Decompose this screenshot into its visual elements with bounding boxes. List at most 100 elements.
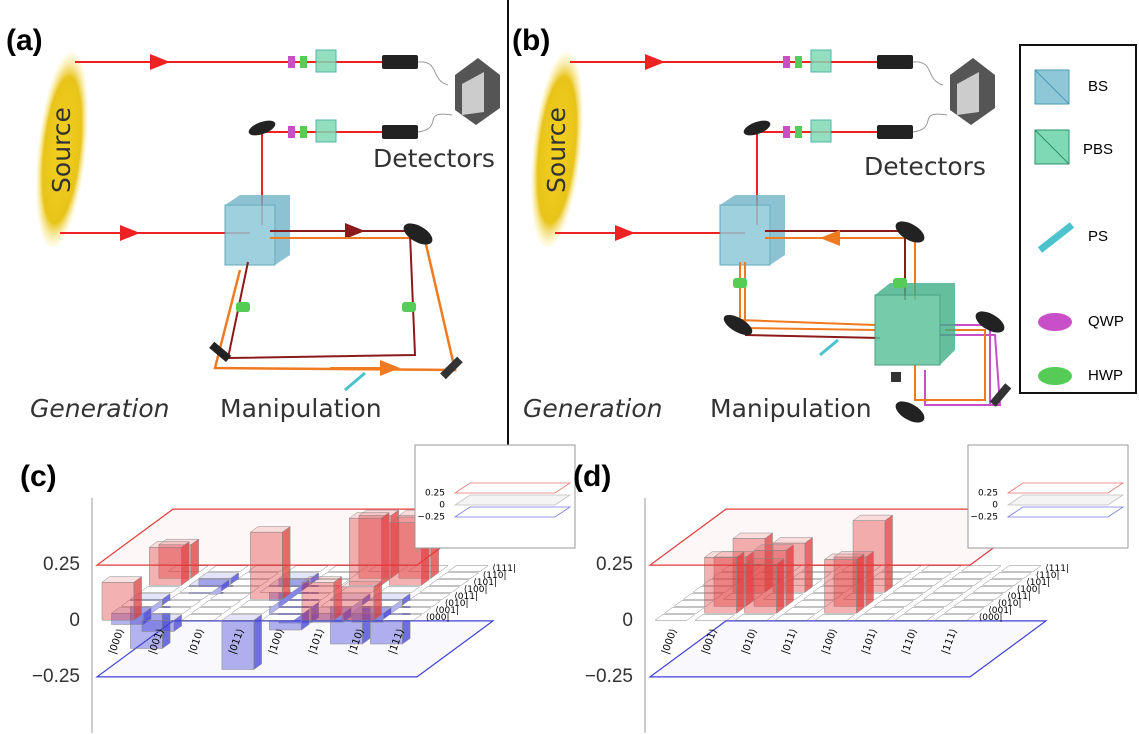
inset-tick-label: −0.25	[417, 513, 445, 523]
shape	[891, 372, 901, 382]
shape	[382, 125, 418, 139]
bar-top	[893, 587, 933, 593]
legend-label: BS	[1088, 78, 1108, 95]
legend-label: QWP	[1088, 313, 1124, 330]
density-bar	[745, 559, 785, 614]
density-bar	[302, 577, 342, 621]
legend-label: HWP	[1088, 367, 1123, 384]
shape	[733, 278, 747, 288]
bar-top	[914, 601, 954, 607]
row-label: ⟨111|	[1045, 564, 1069, 574]
density-bar	[191, 608, 231, 614]
bar-top	[895, 615, 935, 621]
density-bar	[182, 615, 222, 621]
density-bar	[924, 594, 964, 600]
bar-front	[102, 582, 134, 620]
density-bar	[884, 594, 924, 600]
density-bar	[775, 615, 815, 621]
bar-top	[380, 587, 420, 593]
density-bar	[922, 566, 962, 572]
shape	[892, 397, 928, 427]
shape	[300, 56, 307, 68]
manipulation-a	[209, 195, 463, 390]
bar-front	[825, 560, 857, 614]
density-bar	[943, 580, 983, 586]
density-bar	[102, 577, 142, 621]
density-bar	[785, 608, 825, 614]
shape	[720, 205, 770, 265]
shape	[288, 126, 295, 138]
density-bar	[855, 615, 895, 621]
density-bar	[288, 566, 328, 572]
bar-front	[342, 587, 374, 621]
shape	[316, 120, 336, 142]
bar-front	[745, 564, 777, 613]
density-bar	[815, 615, 855, 621]
y-tick-label: 0	[622, 610, 633, 631]
density-bar	[380, 587, 420, 593]
density-bar	[655, 615, 695, 621]
generation-label: Generation	[30, 394, 169, 423]
density-bar	[170, 594, 210, 600]
detectors-label: Detectors	[864, 152, 986, 181]
density-bar	[912, 573, 952, 579]
shape	[1040, 225, 1072, 250]
bar-top	[775, 615, 815, 621]
bar-side	[777, 559, 785, 614]
manipulation-label: Manipulation	[220, 394, 382, 423]
shape	[316, 50, 336, 72]
bar-side	[374, 581, 382, 620]
density-bar	[893, 587, 933, 593]
density-bar	[952, 573, 992, 579]
y-tick-label: 0.25	[43, 554, 80, 575]
bar-top	[865, 608, 905, 614]
density-bar	[201, 601, 241, 607]
bar-front	[705, 557, 737, 613]
density-bar	[935, 615, 975, 621]
bar-top	[208, 566, 248, 572]
inset-grid	[1008, 495, 1123, 505]
bar-top	[170, 594, 210, 600]
shape	[402, 302, 416, 312]
bar-top	[924, 594, 964, 600]
shape	[225, 205, 275, 265]
bar-top	[905, 608, 945, 614]
density-bar	[905, 608, 945, 614]
manipulation-label: Manipulation	[710, 394, 872, 423]
bar-top	[962, 566, 1002, 572]
bar-top	[191, 608, 231, 614]
shape	[745, 335, 880, 338]
inset-tick-label: 0	[439, 501, 445, 511]
col-label: |000⟩	[660, 627, 679, 656]
density-bar	[342, 581, 382, 620]
bar-top	[933, 587, 973, 593]
density-bar	[933, 587, 973, 593]
density-bar	[665, 608, 705, 614]
density-bar	[903, 580, 943, 586]
inset-tick-label: 0	[992, 501, 998, 511]
panel-label: (c)	[20, 460, 57, 493]
shape	[382, 55, 418, 69]
y-tick-label: −0.25	[32, 666, 80, 687]
shape	[236, 302, 250, 312]
bar-top	[695, 615, 735, 621]
y-tick-label: 0.25	[596, 554, 633, 575]
detectors-label: Detectors	[373, 144, 495, 173]
density-bar	[874, 601, 914, 607]
bar-top	[231, 608, 271, 614]
shape	[875, 295, 940, 365]
shape	[288, 56, 295, 68]
panel-label: (a)	[6, 24, 43, 57]
y-tick-label: 0	[69, 610, 80, 631]
bar-top	[288, 566, 328, 572]
bar-top	[952, 573, 992, 579]
bar-side	[334, 577, 342, 621]
bar-top	[922, 566, 962, 572]
inset-tick-label: −0.25	[970, 513, 998, 523]
bar-top	[785, 608, 825, 614]
shape	[820, 340, 838, 355]
bar-side	[134, 577, 142, 621]
shape	[1038, 313, 1072, 331]
bar-side	[254, 615, 262, 670]
figure: BS PBS PS QWP HWP (a) (b) Source Source …	[0, 0, 1139, 734]
